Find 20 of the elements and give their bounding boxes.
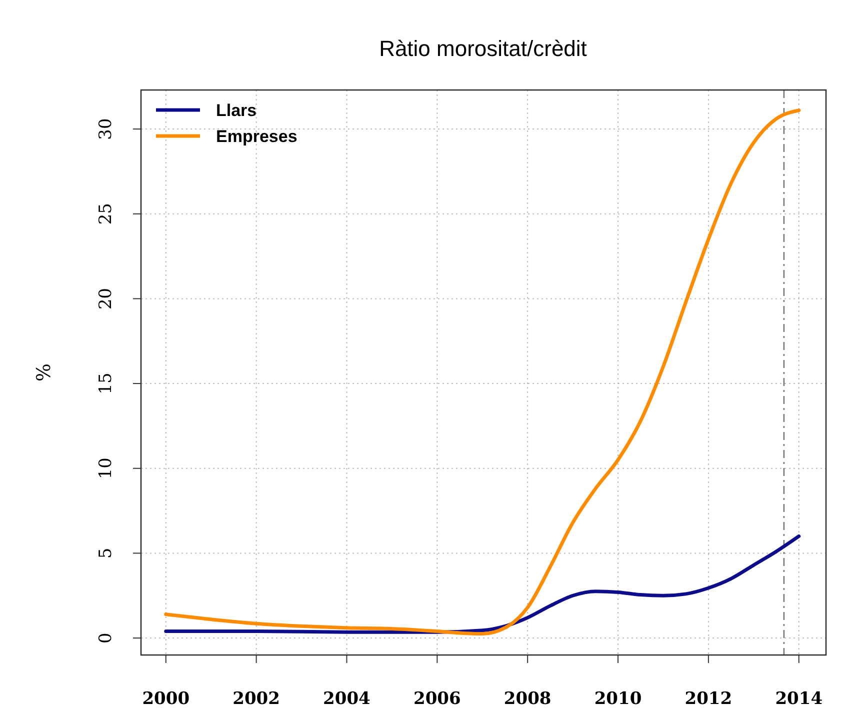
x-tick-label: 2008 <box>504 689 552 709</box>
y-tick-label: 30 <box>96 118 116 140</box>
x-tick-label: 2010 <box>594 689 642 709</box>
x-tick-label: 2004 <box>323 689 371 709</box>
x-tick-label: 2000 <box>142 689 190 709</box>
x-tick-label: 2006 <box>413 689 461 709</box>
y-tick-label: 0 <box>96 632 116 644</box>
chart-title: Ràtio morositat/crèdit <box>379 36 587 61</box>
x-tick-label: 2014 <box>775 689 823 709</box>
y-tick-label: 15 <box>96 372 116 394</box>
legend-label: Llars <box>216 101 257 120</box>
y-axis-title: % <box>33 363 55 382</box>
y-tick-label: 5 <box>96 548 116 559</box>
line-series <box>164 534 801 634</box>
y-tick-label: 25 <box>96 203 116 225</box>
y-tick-label: 20 <box>96 288 116 310</box>
x-tick-label: 2002 <box>232 689 280 709</box>
legend-label: Empreses <box>216 127 298 146</box>
y-tick-label: 10 <box>96 458 116 480</box>
x-tick-label: 2012 <box>684 689 732 709</box>
